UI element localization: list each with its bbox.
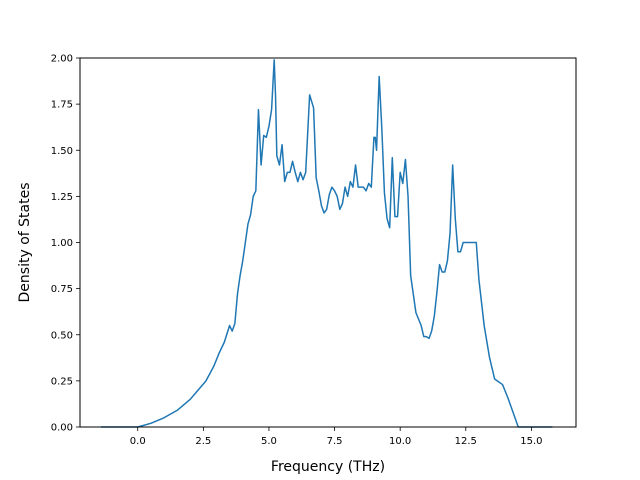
y-tick-label: 0.50 (51, 330, 73, 341)
series-line (100, 59, 553, 428)
x-tick-label: 15.0 (520, 436, 542, 447)
y-tick-label: 0.00 (51, 423, 73, 434)
x-axis-label: Frequency (THz) (271, 459, 385, 475)
y-tick-label: 1.50 (51, 146, 73, 157)
x-tick-label: 0.0 (130, 436, 146, 447)
y-axis-label: Density of States (17, 183, 33, 303)
y-tick-label: 1.25 (51, 192, 73, 203)
plot-background (80, 58, 576, 427)
plot-area (100, 59, 553, 428)
x-tick-label: 5.0 (261, 436, 277, 447)
x-tick-label: 2.5 (195, 436, 211, 447)
x-tick-label: 12.5 (455, 436, 477, 447)
y-tick-label: 0.25 (51, 376, 73, 387)
y-tick-label: 1.75 (51, 100, 73, 111)
x-axis: 0.0 2.5 5.0 7.5 10.0 12.5 15.0 (130, 427, 543, 447)
y-tick-label: 1.00 (51, 238, 73, 249)
x-tick-label: 7.5 (327, 436, 343, 447)
y-tick-label: 0.75 (51, 284, 73, 295)
y-tick-label: 2.00 (51, 54, 73, 65)
y-axis: 0.00 0.25 0.50 0.75 1.00 1.25 1.50 1.75 2.00 (51, 54, 80, 434)
plot-frame (79, 57, 577, 428)
x-tick-label: 10.0 (389, 436, 411, 447)
